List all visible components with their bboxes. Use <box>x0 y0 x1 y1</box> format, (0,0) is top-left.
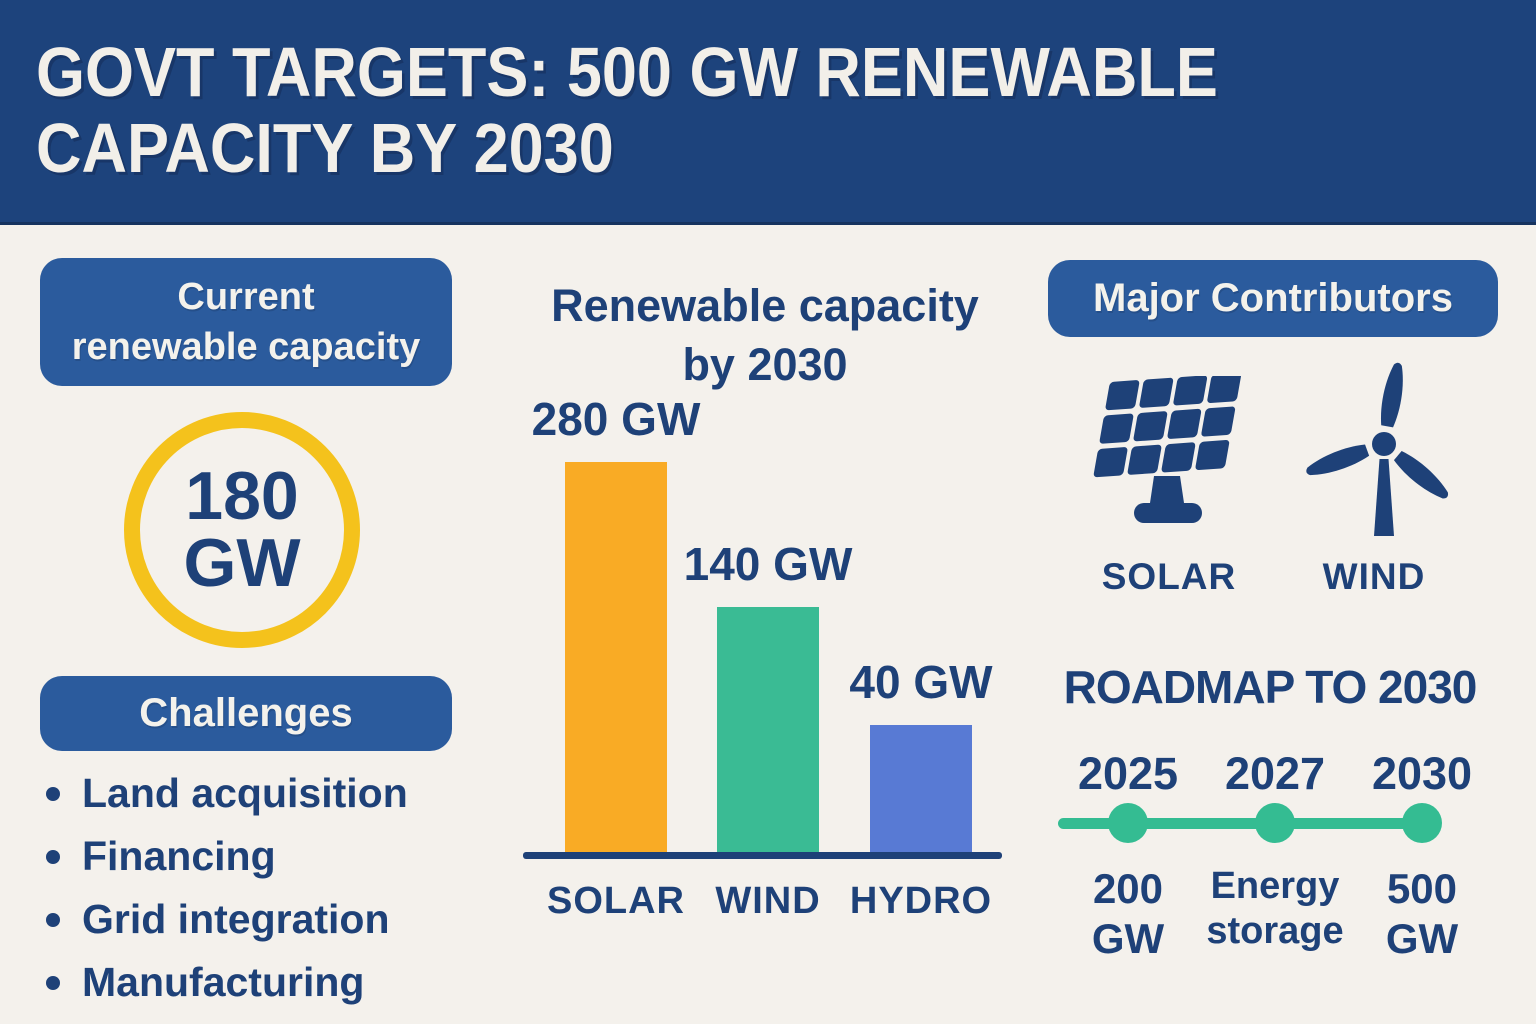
major-contributors-label: Major Contributors <box>1093 276 1453 320</box>
bar-group-wind: 140 GW <box>684 390 852 852</box>
bar-rect-hydro <box>870 725 972 852</box>
category-label-solar: SOLAR <box>547 880 685 922</box>
list-item: Grid integration <box>46 896 408 943</box>
list-item: Manufacturing <box>46 959 408 1006</box>
category-label-hydro: HYDRO <box>849 880 993 922</box>
major-contributors-badge: Major Contributors <box>1048 260 1498 337</box>
timeline-dot-2025 <box>1108 803 1148 843</box>
current-capacity-badge: Current renewable capacity <box>40 258 452 386</box>
bar-group-solar: 280 GW <box>532 390 700 852</box>
header-banner: GOVT TARGETS: 500 GW RENEWABLE CAPACITY … <box>0 0 1536 225</box>
milestone-label-2025: 200 GW <box>1091 865 1165 962</box>
bar-value-label-hydro: 40 GW <box>849 656 993 708</box>
milestone-year-2025: 2025 <box>1077 748 1179 799</box>
bar-value-label-wind: 140 GW <box>683 538 853 590</box>
current-capacity-value: 180 GW <box>183 458 301 601</box>
bar-rect-solar <box>565 462 667 852</box>
wind-turbine-icon <box>1306 362 1449 536</box>
current-capacity-circle: 180 GW <box>124 412 360 648</box>
chart-title: Renewable capacity by 2030 <box>551 280 979 391</box>
page-title: GOVT TARGETS: 500 GW RENEWABLE CAPACITY … <box>36 33 1218 187</box>
timeline-dot-2027 <box>1255 803 1295 843</box>
challenges-list: Land acquisition Financing Grid integrat… <box>46 770 408 1022</box>
chart-baseline <box>523 852 1002 859</box>
challenges-badge-label: Challenges <box>139 691 353 735</box>
bar-value-label-solar: 280 GW <box>531 393 701 445</box>
milestone-year-2030: 2030 <box>1371 748 1473 799</box>
bar-rect-wind <box>717 607 819 852</box>
challenges-badge: Challenges <box>40 676 452 751</box>
category-label-wind: WIND <box>715 880 821 922</box>
contributor-label-solar: SOLAR <box>1101 556 1237 597</box>
bar-group-hydro: 40 GW <box>841 390 1001 852</box>
roadmap-title: ROADMAP TO 2030 <box>1063 661 1478 713</box>
milestone-label-2027: Energy storage <box>1206 865 1344 952</box>
milestone-label-2030: 500 GW <box>1385 865 1459 962</box>
milestone-year-2027: 2027 <box>1224 748 1326 799</box>
solar-panel-icon <box>1093 376 1241 523</box>
contributor-label-wind: WIND <box>1322 556 1426 597</box>
current-capacity-badge-line2: renewable capacity <box>71 326 421 368</box>
list-item: Land acquisition <box>46 770 408 817</box>
timeline-line <box>1058 818 1438 829</box>
current-capacity-badge-line1: Current <box>177 275 315 318</box>
timeline-dot-2030 <box>1402 803 1442 843</box>
list-item: Financing <box>46 833 408 880</box>
